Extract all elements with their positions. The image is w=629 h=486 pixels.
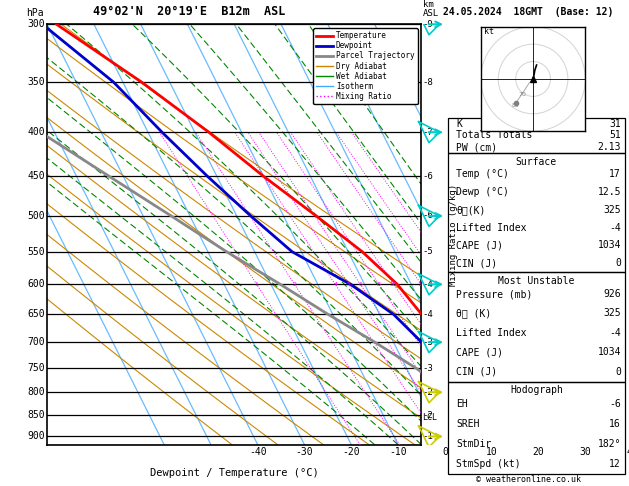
Text: -6: -6	[423, 172, 433, 181]
Text: 0: 0	[615, 367, 621, 377]
Text: 600: 600	[28, 279, 45, 289]
Text: © weatheronline.co.uk: © weatheronline.co.uk	[476, 474, 581, 484]
Text: CAPE (J): CAPE (J)	[456, 347, 503, 357]
Text: Dewp (°C): Dewp (°C)	[456, 187, 509, 197]
Text: Pressure (mb): Pressure (mb)	[456, 289, 532, 299]
Text: LCL: LCL	[423, 413, 438, 422]
Text: 800: 800	[28, 387, 45, 397]
Text: 12.5: 12.5	[598, 187, 621, 197]
Text: Lifted Index: Lifted Index	[456, 328, 526, 338]
Text: 700: 700	[28, 337, 45, 347]
Text: 17: 17	[610, 169, 621, 179]
Text: 850: 850	[28, 410, 45, 420]
Text: Surface: Surface	[516, 157, 557, 167]
Text: 51: 51	[610, 130, 621, 140]
Text: 182°: 182°	[598, 439, 621, 449]
Text: -8: -8	[423, 78, 433, 87]
Text: PW (cm): PW (cm)	[456, 142, 497, 152]
Text: 2.13: 2.13	[598, 142, 621, 152]
Text: Totals Totals: Totals Totals	[456, 130, 532, 140]
Text: 0: 0	[442, 447, 448, 457]
Text: 30: 30	[579, 447, 591, 457]
Bar	[448, 118, 625, 153]
Text: -2: -2	[423, 411, 433, 419]
Text: -3: -3	[423, 338, 433, 347]
Text: Hodograph: Hodograph	[510, 385, 563, 396]
Text: 15: 15	[418, 282, 425, 287]
Bar	[448, 272, 625, 382]
Text: -40: -40	[249, 447, 267, 457]
Text: 4: 4	[333, 282, 337, 287]
Text: 926: 926	[603, 289, 621, 299]
Text: 85: 85	[512, 103, 520, 108]
Bar	[448, 382, 625, 474]
Text: -5: -5	[423, 247, 433, 256]
Bar	[448, 153, 625, 272]
Text: 750: 750	[28, 363, 45, 373]
Text: 5: 5	[347, 282, 351, 287]
Text: 350: 350	[28, 77, 45, 87]
Text: -2: -2	[423, 388, 433, 397]
Text: -9: -9	[423, 20, 433, 29]
Text: Lifted Index: Lifted Index	[456, 223, 526, 233]
Text: 650: 650	[28, 310, 45, 319]
Text: 8: 8	[377, 282, 381, 287]
Text: 325: 325	[603, 309, 621, 318]
Text: -4: -4	[610, 328, 621, 338]
Text: EH: EH	[456, 399, 467, 409]
Text: -4: -4	[610, 223, 621, 233]
Text: -20: -20	[342, 447, 360, 457]
Text: 1: 1	[255, 282, 259, 287]
Text: 2: 2	[292, 282, 296, 287]
Text: 500: 500	[28, 211, 45, 221]
Text: 70: 70	[519, 92, 526, 97]
Text: 40: 40	[626, 447, 629, 457]
Text: CIN (J): CIN (J)	[456, 258, 497, 268]
Text: km
ASL: km ASL	[423, 0, 440, 18]
Text: 20: 20	[533, 447, 544, 457]
Text: CAPE (J): CAPE (J)	[456, 241, 503, 250]
Text: 10: 10	[390, 282, 398, 287]
Text: kt: kt	[484, 27, 494, 35]
Text: -30: -30	[296, 447, 313, 457]
Text: 550: 550	[28, 247, 45, 257]
Text: θᴇ(K): θᴇ(K)	[456, 205, 486, 215]
Text: Dewpoint / Temperature (°C): Dewpoint / Temperature (°C)	[150, 468, 319, 478]
Text: 1034: 1034	[598, 347, 621, 357]
Text: CIN (J): CIN (J)	[456, 367, 497, 377]
Text: 16: 16	[610, 419, 621, 429]
Text: K: K	[456, 119, 462, 128]
Text: -3: -3	[423, 364, 433, 373]
Text: Temp (°C): Temp (°C)	[456, 169, 509, 179]
Text: -4: -4	[423, 310, 433, 319]
Text: 450: 450	[28, 172, 45, 181]
Text: Most Unstable: Most Unstable	[498, 276, 575, 286]
Text: θᴇ (K): θᴇ (K)	[456, 309, 491, 318]
Text: -10: -10	[389, 447, 407, 457]
Text: Mixing Ratio (g/kg): Mixing Ratio (g/kg)	[448, 183, 458, 286]
Text: StmSpd (kt): StmSpd (kt)	[456, 459, 521, 469]
Text: -6: -6	[610, 399, 621, 409]
Text: 24.05.2024  18GMT  (Base: 12): 24.05.2024 18GMT (Base: 12)	[443, 7, 613, 17]
Text: 12: 12	[610, 459, 621, 469]
Text: -7: -7	[423, 128, 433, 137]
Text: -4: -4	[423, 280, 433, 289]
Text: 0: 0	[615, 258, 621, 268]
Text: hPa: hPa	[26, 8, 43, 18]
Text: StmDir: StmDir	[456, 439, 491, 449]
Text: 900: 900	[28, 432, 45, 441]
Text: -6: -6	[423, 211, 433, 221]
Text: 6: 6	[359, 282, 362, 287]
Text: 31: 31	[610, 119, 621, 128]
Text: 325: 325	[603, 205, 621, 215]
Legend: Temperature, Dewpoint, Parcel Trajectory, Dry Adiabat, Wet Adiabat, Isotherm, Mi: Temperature, Dewpoint, Parcel Trajectory…	[313, 28, 418, 104]
Text: 400: 400	[28, 127, 45, 137]
Text: -1: -1	[423, 432, 433, 441]
Text: 1034: 1034	[598, 241, 621, 250]
Text: SREH: SREH	[456, 419, 479, 429]
Text: 300: 300	[28, 19, 45, 29]
Text: 49°02'N  20°19'E  B12m  ASL: 49°02'N 20°19'E B12m ASL	[93, 5, 286, 18]
Text: 10: 10	[486, 447, 498, 457]
